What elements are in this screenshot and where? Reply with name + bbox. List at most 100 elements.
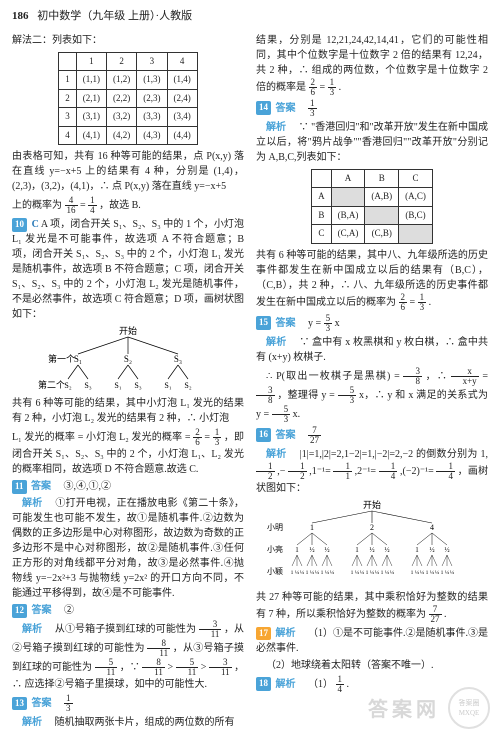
text: x. bbox=[293, 408, 301, 419]
td: (4,4) bbox=[167, 126, 197, 145]
fraction: 13 bbox=[213, 428, 222, 447]
svg-text:¼: ¼ bbox=[310, 570, 314, 576]
svg-text:½: ½ bbox=[309, 546, 314, 554]
text: ,(−2)⁻¹= bbox=[400, 465, 434, 476]
numer: 1 bbox=[379, 462, 398, 472]
td: B bbox=[312, 206, 332, 225]
analysis-label: 解析 bbox=[276, 628, 296, 639]
th: A bbox=[331, 169, 365, 188]
svg-text:½: ½ bbox=[429, 546, 434, 554]
numer: 1 bbox=[256, 462, 275, 472]
denom: 3 bbox=[272, 415, 291, 424]
numer: 5 bbox=[272, 405, 291, 415]
th: 3 bbox=[137, 52, 167, 71]
td: (1,2) bbox=[107, 71, 137, 90]
td: A bbox=[312, 188, 332, 207]
fraction: 14 bbox=[436, 462, 455, 481]
numer: 1 bbox=[436, 462, 455, 472]
q14-result: 共有 6 种等可能的结果，其中八、九年级所选的历史事件都发生在新中国成立以后的结… bbox=[256, 248, 488, 312]
text: > bbox=[201, 662, 207, 673]
denom: 27 bbox=[308, 436, 321, 445]
text: ,− bbox=[277, 465, 285, 476]
denom: 11 bbox=[95, 668, 118, 677]
denom: 3 bbox=[213, 438, 222, 447]
denom: 3 bbox=[338, 396, 357, 405]
svg-text:小颖: 小颖 bbox=[267, 566, 283, 576]
svg-text:第二个: 第二个 bbox=[38, 379, 65, 390]
svg-text:S₁: S₁ bbox=[164, 381, 171, 390]
fraction: 311 bbox=[209, 658, 232, 677]
svg-text:开始: 开始 bbox=[363, 499, 381, 510]
numer: 2 bbox=[399, 293, 408, 303]
question-number: 10 bbox=[12, 218, 27, 232]
q12-answer: 12 答案 ② bbox=[12, 603, 244, 618]
fraction: 12 bbox=[288, 462, 307, 481]
th: 4 bbox=[167, 52, 197, 71]
text: ∵ "香港回归"和"改革开放"发生在新中国成立以后，将"鸦片战争""香港回归""… bbox=[256, 122, 488, 163]
th: B bbox=[365, 169, 399, 188]
td: C bbox=[312, 225, 332, 244]
text: ，∵ bbox=[120, 662, 140, 673]
denom: 6 bbox=[193, 438, 202, 447]
right-intro: 结果，分别是 12,21,24,42,14,41，它们的可能性相同，其中个位数字… bbox=[256, 33, 488, 97]
svg-text:1: 1 bbox=[426, 570, 429, 576]
question-number: 14 bbox=[256, 101, 271, 115]
text: 随机抽取两张卡片，组成的两位数的所有 bbox=[55, 717, 235, 728]
numer: 1 bbox=[328, 78, 337, 88]
question-number: 17 bbox=[256, 627, 271, 641]
text: ，整理得 y = bbox=[277, 389, 335, 400]
text: 共有 6 种等可能的结果，其中小灯泡 L₁ 发光的结果有 2 种，小灯泡 L₂ … bbox=[12, 398, 244, 424]
td bbox=[331, 188, 365, 207]
svg-text:1: 1 bbox=[441, 570, 444, 576]
denom: 11 bbox=[199, 630, 222, 639]
denom: 3 bbox=[308, 109, 317, 118]
svg-text:¼: ¼ bbox=[445, 570, 449, 576]
tree-root: 开始 bbox=[119, 325, 137, 336]
fraction: 811 bbox=[147, 639, 170, 658]
fraction: 13 bbox=[64, 694, 73, 713]
analysis-label: 解析 bbox=[266, 449, 287, 460]
tree-diagram-2: 开始 小明 124 小亮 1½½ 1½½ 1½½ 小颖 1¼¼ 1¼¼ 1¼¼ … bbox=[262, 498, 482, 588]
probability-table-1: 1 2 3 4 1(1,1)(1,2)(1,3)(1,4) 2(2,1)(2,2… bbox=[58, 52, 198, 146]
text: |1|=1,|2|=2,1−2|=1,|−2|=2,−2 的倒数分别为 1, bbox=[300, 449, 488, 460]
td: 4 bbox=[59, 126, 77, 145]
q16-answer: 16 答案 727 bbox=[256, 426, 488, 445]
text: ，∴ bbox=[426, 370, 447, 381]
svg-text:¼: ¼ bbox=[430, 570, 434, 576]
td bbox=[399, 225, 433, 244]
q17: 17 解析 （1）①是不可能事件.②是随机事件.③是必然事件. bbox=[256, 626, 488, 656]
numer: 1 bbox=[418, 293, 427, 303]
text: L₁ 发光的概率 = 小灯泡 L₂ 发光的概率 = bbox=[12, 432, 191, 443]
fraction: 13 bbox=[308, 99, 317, 118]
text: = bbox=[410, 296, 416, 307]
fraction: 13 bbox=[418, 293, 427, 312]
svg-text:¼: ¼ bbox=[355, 570, 359, 576]
book-title: 初中数学（九年级 上册）·人教版 bbox=[37, 10, 192, 22]
svg-text:¼: ¼ bbox=[375, 570, 379, 576]
answer-label: 答案 bbox=[276, 317, 296, 328]
svg-text:S₁: S₁ bbox=[114, 381, 121, 390]
svg-text:¼: ¼ bbox=[370, 570, 374, 576]
fraction: 11 bbox=[333, 462, 352, 481]
svg-text:1: 1 bbox=[321, 570, 324, 576]
watermark-circle: 答案圈 MXQE bbox=[448, 687, 490, 729]
td: 3 bbox=[59, 108, 77, 127]
svg-text:¼: ¼ bbox=[435, 570, 439, 576]
th: 1 bbox=[76, 52, 106, 71]
th: C bbox=[399, 169, 433, 188]
q15-answer: 15 答案 y = 53 x bbox=[256, 314, 488, 333]
denom: 2 bbox=[256, 472, 275, 481]
question-number: 11 bbox=[12, 480, 27, 494]
svg-text:S₃: S₃ bbox=[134, 381, 141, 390]
denom: 6 bbox=[309, 88, 318, 97]
svg-text:¼: ¼ bbox=[315, 570, 319, 576]
denom: 3 bbox=[64, 704, 73, 713]
q16-result: 共 27 种等可能的结果，其中乘积恰好为整数的结果有 7 种，所以乘积恰好为整数… bbox=[256, 590, 488, 624]
text: > bbox=[167, 662, 173, 673]
denom: x+y bbox=[451, 377, 479, 386]
th bbox=[59, 52, 77, 71]
text: ，故选 B. bbox=[99, 200, 141, 211]
td: (B,A) bbox=[331, 206, 365, 225]
left-column: 解法二：列表如下： 1 2 3 4 1(1,1)(1,2)(1,3)(1,4) … bbox=[12, 31, 244, 733]
td: (2,4) bbox=[167, 89, 197, 108]
